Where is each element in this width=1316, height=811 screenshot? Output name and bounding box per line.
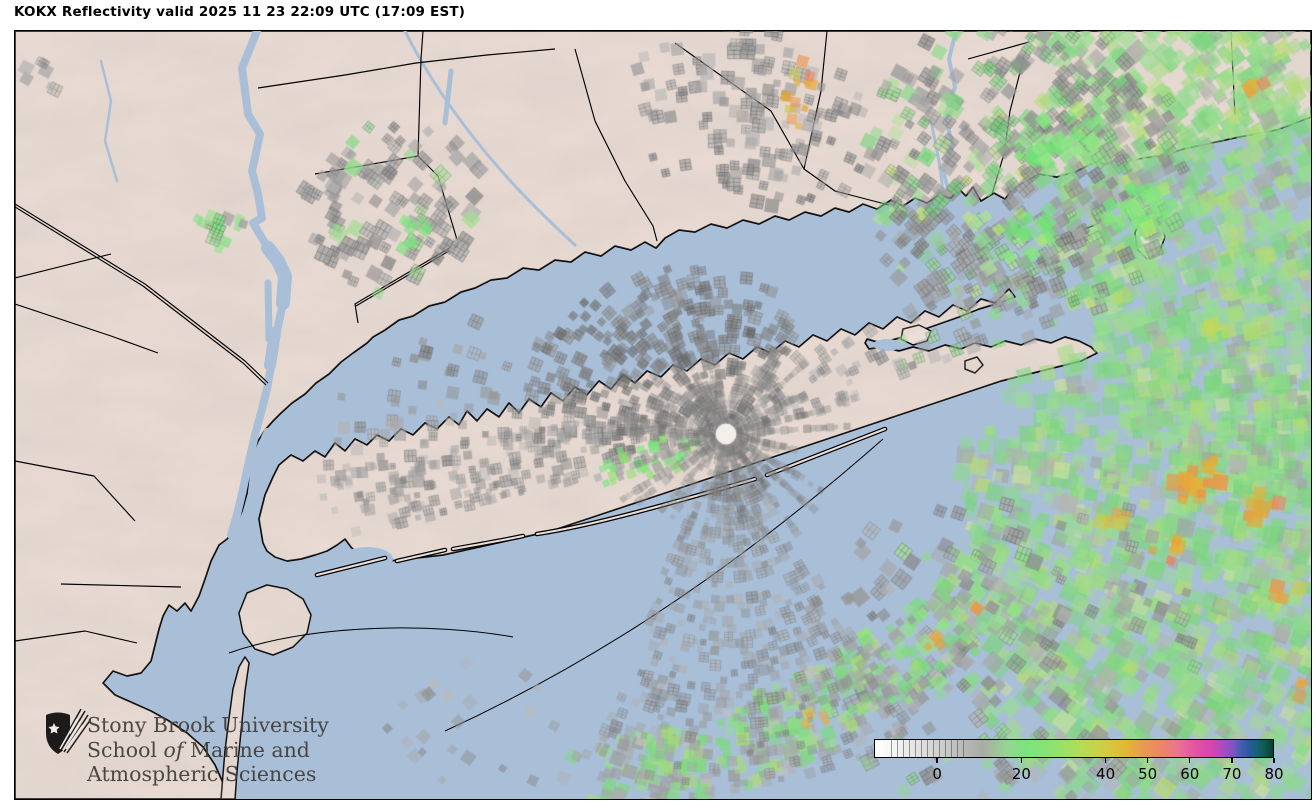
figure-title: KOKX Reflectivity valid 2025 11 23 22:09… (14, 4, 466, 20)
colorbar-tick-label: 20 (1011, 765, 1031, 783)
colorbar-tick (1189, 758, 1191, 763)
colorbar-tick-label: 60 (1180, 765, 1200, 783)
sbu-logo-line1: Stony Brook University (87, 713, 329, 737)
sbu-logo-text: Stony Brook University School of Marine … (87, 713, 329, 787)
colorbar-tick (1273, 758, 1275, 763)
colorbar-tick-label: 0 (932, 765, 942, 783)
colorbar-hatch-marks (886, 740, 968, 757)
radar-map: Stony Brook University School of Marine … (14, 30, 1312, 800)
colorbar-tick-label: 70 (1222, 765, 1242, 783)
colorbar-tick (1231, 758, 1233, 763)
colorbar-tick (1020, 758, 1023, 763)
sbu-logo-line2: School of Marine and (87, 737, 310, 762)
colorbar-tick (936, 758, 938, 763)
colorbar-tick (1104, 758, 1107, 763)
colorbar-tick-label: 80 (1264, 765, 1284, 783)
reflectivity-colorbar: 0 20 40 50 60 70 80 (874, 739, 1284, 791)
sbu-logo-line3: Atmospheric Sciences (87, 762, 317, 786)
sbu-shield-icon (46, 709, 91, 754)
colorbar-tick-label: 40 (1096, 765, 1116, 783)
colorbar-gradient (874, 739, 1274, 758)
sbu-logo: Stony Brook University School of Marine … (41, 705, 341, 799)
reflectivity-echo-layer (15, 31, 1311, 799)
colorbar-tick-label: 50 (1138, 765, 1158, 783)
colorbar-tick (1146, 758, 1149, 763)
